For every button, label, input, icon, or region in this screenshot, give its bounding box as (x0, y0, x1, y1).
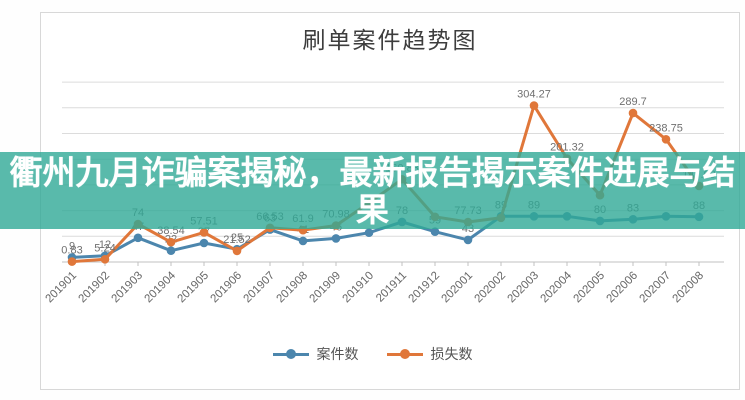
headline-text: 衢州九月诈骗案揭秘，最新报告揭示案件进展与结果 (9, 153, 736, 228)
legend-item-losses: 损失数 (386, 344, 473, 364)
cases-dot (430, 227, 440, 236)
x-tick-label: 202007 (638, 270, 674, 306)
losses-dot (100, 254, 110, 264)
x-tick-label: 201904 (143, 269, 179, 305)
x-tick-label: 201906 (209, 270, 245, 306)
losses-line-icon (386, 349, 423, 359)
cases-dot (463, 235, 473, 245)
cases-dot (199, 238, 209, 248)
losses-data-label: 201.32 (550, 142, 584, 154)
cases-data-label: 25 (231, 232, 243, 244)
losses-dot (661, 135, 671, 144)
chart-title: 刷单案件趋势图 (302, 27, 478, 53)
headline-banner: 衢州九月诈骗案揭秘，最新报告揭示案件进展与结果 (0, 152, 745, 229)
cases-dot (331, 234, 341, 243)
cases-dot (298, 236, 308, 246)
legend-item-cases: 案件数 (272, 344, 359, 364)
cases-data-label: 9 (69, 240, 75, 252)
losses-dot (166, 237, 176, 247)
x-tick-label: 201912 (407, 270, 443, 306)
x-tick-label: 201901 (44, 270, 80, 306)
x-tick-label: 201911 (374, 270, 409, 305)
x-tick-label: 201907 (242, 270, 278, 306)
x-tick-label: 201902 (77, 270, 113, 306)
x-tick-label: 201910 (341, 270, 377, 306)
losses-data-label: 0.83 (61, 245, 82, 257)
losses-dot (199, 228, 209, 237)
losses-dot (628, 108, 638, 118)
losses-dot (529, 101, 539, 110)
legend-label-losses: 损失数 (430, 346, 473, 362)
cases-dot (364, 228, 374, 237)
losses-dot (67, 257, 77, 266)
x-tick-label: 202003 (506, 270, 542, 306)
losses-data-label: 238.75 (649, 122, 683, 134)
x-tick-label: 202006 (605, 270, 641, 306)
x-tick-label: 201905 (176, 270, 212, 306)
chart-legend: 案件数 损失数 (0, 344, 745, 364)
x-tick-label: 202008 (671, 270, 707, 306)
x-tick-label: 201903 (110, 270, 146, 306)
losses-data-label: 21.52 (223, 234, 251, 246)
cases-data-label: 12 (99, 239, 111, 251)
losses-data-label: 289.7 (619, 96, 647, 108)
cases-line-icon (272, 349, 309, 359)
losses-dot (232, 246, 242, 256)
cases-dot (166, 246, 176, 255)
x-tick-label: 201908 (275, 270, 311, 306)
x-tick-label: 202001 (440, 270, 476, 306)
losses-data-label: 5.24 (94, 242, 115, 254)
x-tick-label: 201909 (308, 270, 344, 306)
x-tick-label: 202002 (473, 270, 509, 306)
cases-dot (133, 233, 143, 243)
legend-label-cases: 案件数 (316, 346, 359, 362)
x-tick-label: 202004 (539, 269, 575, 305)
x-tick-label: 202005 (572, 270, 608, 306)
losses-data-label: 304.27 (517, 89, 551, 101)
